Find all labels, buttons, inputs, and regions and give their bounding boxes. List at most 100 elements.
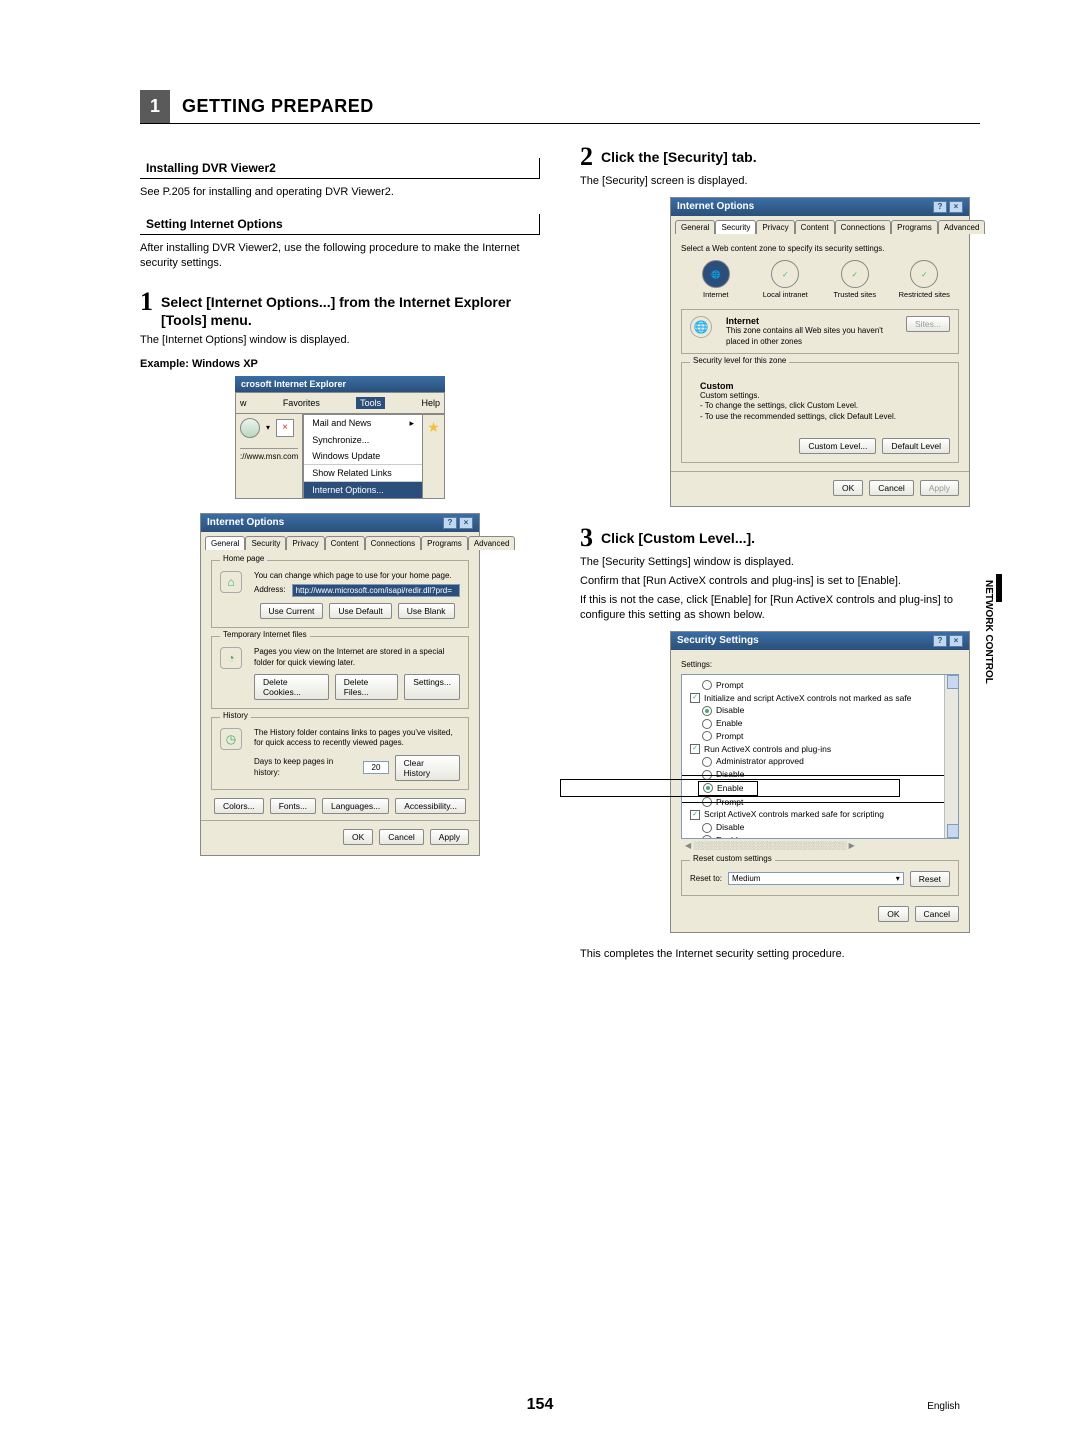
ie-back-icon[interactable] (240, 418, 260, 438)
settings-row[interactable]: Disable (690, 768, 950, 781)
sec-dialog-title: Internet Options (677, 201, 754, 212)
tab-advanced[interactable]: Advanced (938, 220, 986, 234)
ssettings-label: Settings: (681, 660, 959, 670)
settings-row[interactable]: ✓Run ActiveX controls and plug-ins (690, 743, 950, 756)
right-column: 2 Click the [Security] tab. The [Securit… (580, 144, 980, 966)
sec-instr: Select a Web content zone to specify its… (681, 244, 959, 254)
btn-sites[interactable]: Sites... (906, 316, 950, 332)
btn-custom-level[interactable]: Custom Level... (799, 438, 876, 454)
settings-row[interactable]: Prompt (690, 796, 950, 809)
settings-row[interactable]: Enable (690, 834, 950, 839)
close-icon[interactable]: × (459, 517, 473, 529)
btn-ss-ok[interactable]: OK (878, 906, 908, 922)
settings-row[interactable]: Disable (690, 821, 950, 834)
tab-content[interactable]: Content (325, 536, 365, 550)
sec-level-l1: - To change the settings, click Custom L… (700, 401, 940, 411)
tab-connections[interactable]: Connections (365, 536, 421, 550)
ie-tools-mail[interactable]: Mail and News▸ (304, 415, 422, 432)
history-desc: The History folder contains links to pag… (254, 728, 460, 749)
btn-ok[interactable]: OK (343, 829, 373, 845)
side-tab: NETWORK CONTROL (983, 580, 994, 684)
ie-window-title: crosoft Internet Explorer (241, 379, 346, 389)
settings-row[interactable]: Enable (690, 717, 950, 730)
tab-programs[interactable]: Programs (891, 220, 938, 234)
btn-use-blank[interactable]: Use Blank (398, 603, 455, 619)
btn-use-default[interactable]: Use Default (329, 603, 391, 619)
sec-level-name: Custom (700, 381, 940, 391)
ie-tools-related[interactable]: Show Related Links (304, 464, 422, 481)
btn-clear-history[interactable]: Clear History (395, 755, 460, 781)
btn-cancel[interactable]: Cancel (379, 829, 423, 845)
btn-languages[interactable]: Languages... (322, 798, 389, 814)
tab-advanced[interactable]: Advanced (468, 536, 516, 550)
step-3-title: Click [Custom Level...]. (601, 525, 755, 547)
ie-tools-sync[interactable]: Synchronize... (304, 432, 422, 448)
btn-del-cookies[interactable]: Delete Cookies... (254, 674, 329, 700)
section-internet-options-body: After installing DVR Viewer2, use the fo… (140, 241, 540, 271)
tab-general[interactable]: General (205, 536, 245, 550)
ie-favorites-icon: ★ (427, 419, 440, 436)
help-icon[interactable]: ? (933, 201, 947, 213)
btn-tmp-settings[interactable]: Settings... (404, 674, 460, 700)
btn-accessibility[interactable]: Accessibility... (395, 798, 466, 814)
settings-row[interactable]: Prompt (690, 730, 950, 743)
page-number: 154 (0, 1396, 1080, 1414)
reset-legend: Reset custom settings (690, 854, 775, 863)
btn-del-files[interactable]: Delete Files... (335, 674, 399, 700)
btn-colors[interactable]: Colors... (214, 798, 264, 814)
settings-row[interactable]: Prompt (690, 679, 950, 692)
settings-row[interactable]: ✓Script ActiveX controls marked safe for… (690, 808, 950, 821)
btn-ss-cancel[interactable]: Cancel (915, 906, 959, 922)
btn-sec-ok[interactable]: OK (833, 480, 863, 496)
close-icon[interactable]: × (949, 635, 963, 647)
ie-tools-wu[interactable]: Windows Update (304, 448, 422, 464)
tab-connections[interactable]: Connections (835, 220, 891, 234)
ie-menubar: w Favorites Tools Help (235, 392, 445, 414)
tab-programs[interactable]: Programs (421, 536, 468, 550)
settings-row[interactable]: ✓Initialize and script ActiveX controls … (690, 692, 950, 705)
reset-select[interactable]: Medium▾ (728, 872, 904, 885)
sec-level-legend: Security level for this zone (690, 356, 789, 365)
zone-trusted-sites[interactable]: ✓Trusted sites (825, 260, 885, 299)
ie-menu-tools[interactable]: Tools (356, 397, 385, 409)
ie-stop-icon[interactable]: × (276, 419, 294, 437)
tab-security[interactable]: Security (245, 536, 286, 550)
settings-row[interactable]: Enable (690, 781, 950, 796)
btn-sec-cancel[interactable]: Cancel (869, 480, 913, 496)
btn-default-level[interactable]: Default Level (882, 438, 950, 454)
settings-row[interactable]: Administrator approved (690, 755, 950, 768)
zone-local-intranet[interactable]: ✓Local intranet (755, 260, 815, 299)
tab-security[interactable]: Security (715, 220, 756, 234)
ie-tools-internet-options[interactable]: Internet Options... (304, 481, 422, 498)
help-icon[interactable]: ? (933, 635, 947, 647)
btn-use-current[interactable]: Use Current (260, 603, 324, 619)
closing-text: This completes the Internet security set… (580, 947, 980, 962)
btn-fonts[interactable]: Fonts... (270, 798, 316, 814)
btn-apply[interactable]: Apply (430, 829, 469, 845)
btn-reset[interactable]: Reset (910, 871, 950, 887)
ssettings-title: Security Settings (677, 635, 759, 646)
side-marker (996, 574, 1002, 602)
homepage-addr-input[interactable]: http://www.microsoft.com/isapi/redir.dll… (292, 584, 460, 597)
scrollbar[interactable] (944, 675, 958, 838)
chapter-header: 1 GETTING PREPARED (140, 90, 980, 124)
home-icon: ⌂ (220, 571, 242, 593)
step-1-body: The [Internet Options] window is display… (140, 333, 540, 348)
history-days-input[interactable]: 20 (363, 761, 388, 774)
homepage-legend: Home page (220, 554, 267, 563)
chapter-title: GETTING PREPARED (170, 90, 386, 123)
help-icon[interactable]: ? (443, 517, 457, 529)
btn-sec-apply[interactable]: Apply (920, 480, 959, 496)
close-icon[interactable]: × (949, 201, 963, 213)
tab-privacy[interactable]: Privacy (286, 536, 324, 550)
history-legend: History (220, 711, 251, 720)
tab-privacy[interactable]: Privacy (756, 220, 794, 234)
zone-restricted-sites[interactable]: ✓Restricted sites (894, 260, 954, 299)
zone-desc: This zone contains all Web sites you hav… (726, 326, 898, 347)
step-3-b1: The [Security Settings] window is displa… (580, 555, 980, 570)
zone-internet[interactable]: 🌐Internet (686, 260, 746, 299)
tab-general[interactable]: General (675, 220, 715, 234)
tab-content[interactable]: Content (795, 220, 835, 234)
settings-row[interactable]: Disable (690, 704, 950, 717)
step-2-number: 2 (580, 144, 593, 170)
